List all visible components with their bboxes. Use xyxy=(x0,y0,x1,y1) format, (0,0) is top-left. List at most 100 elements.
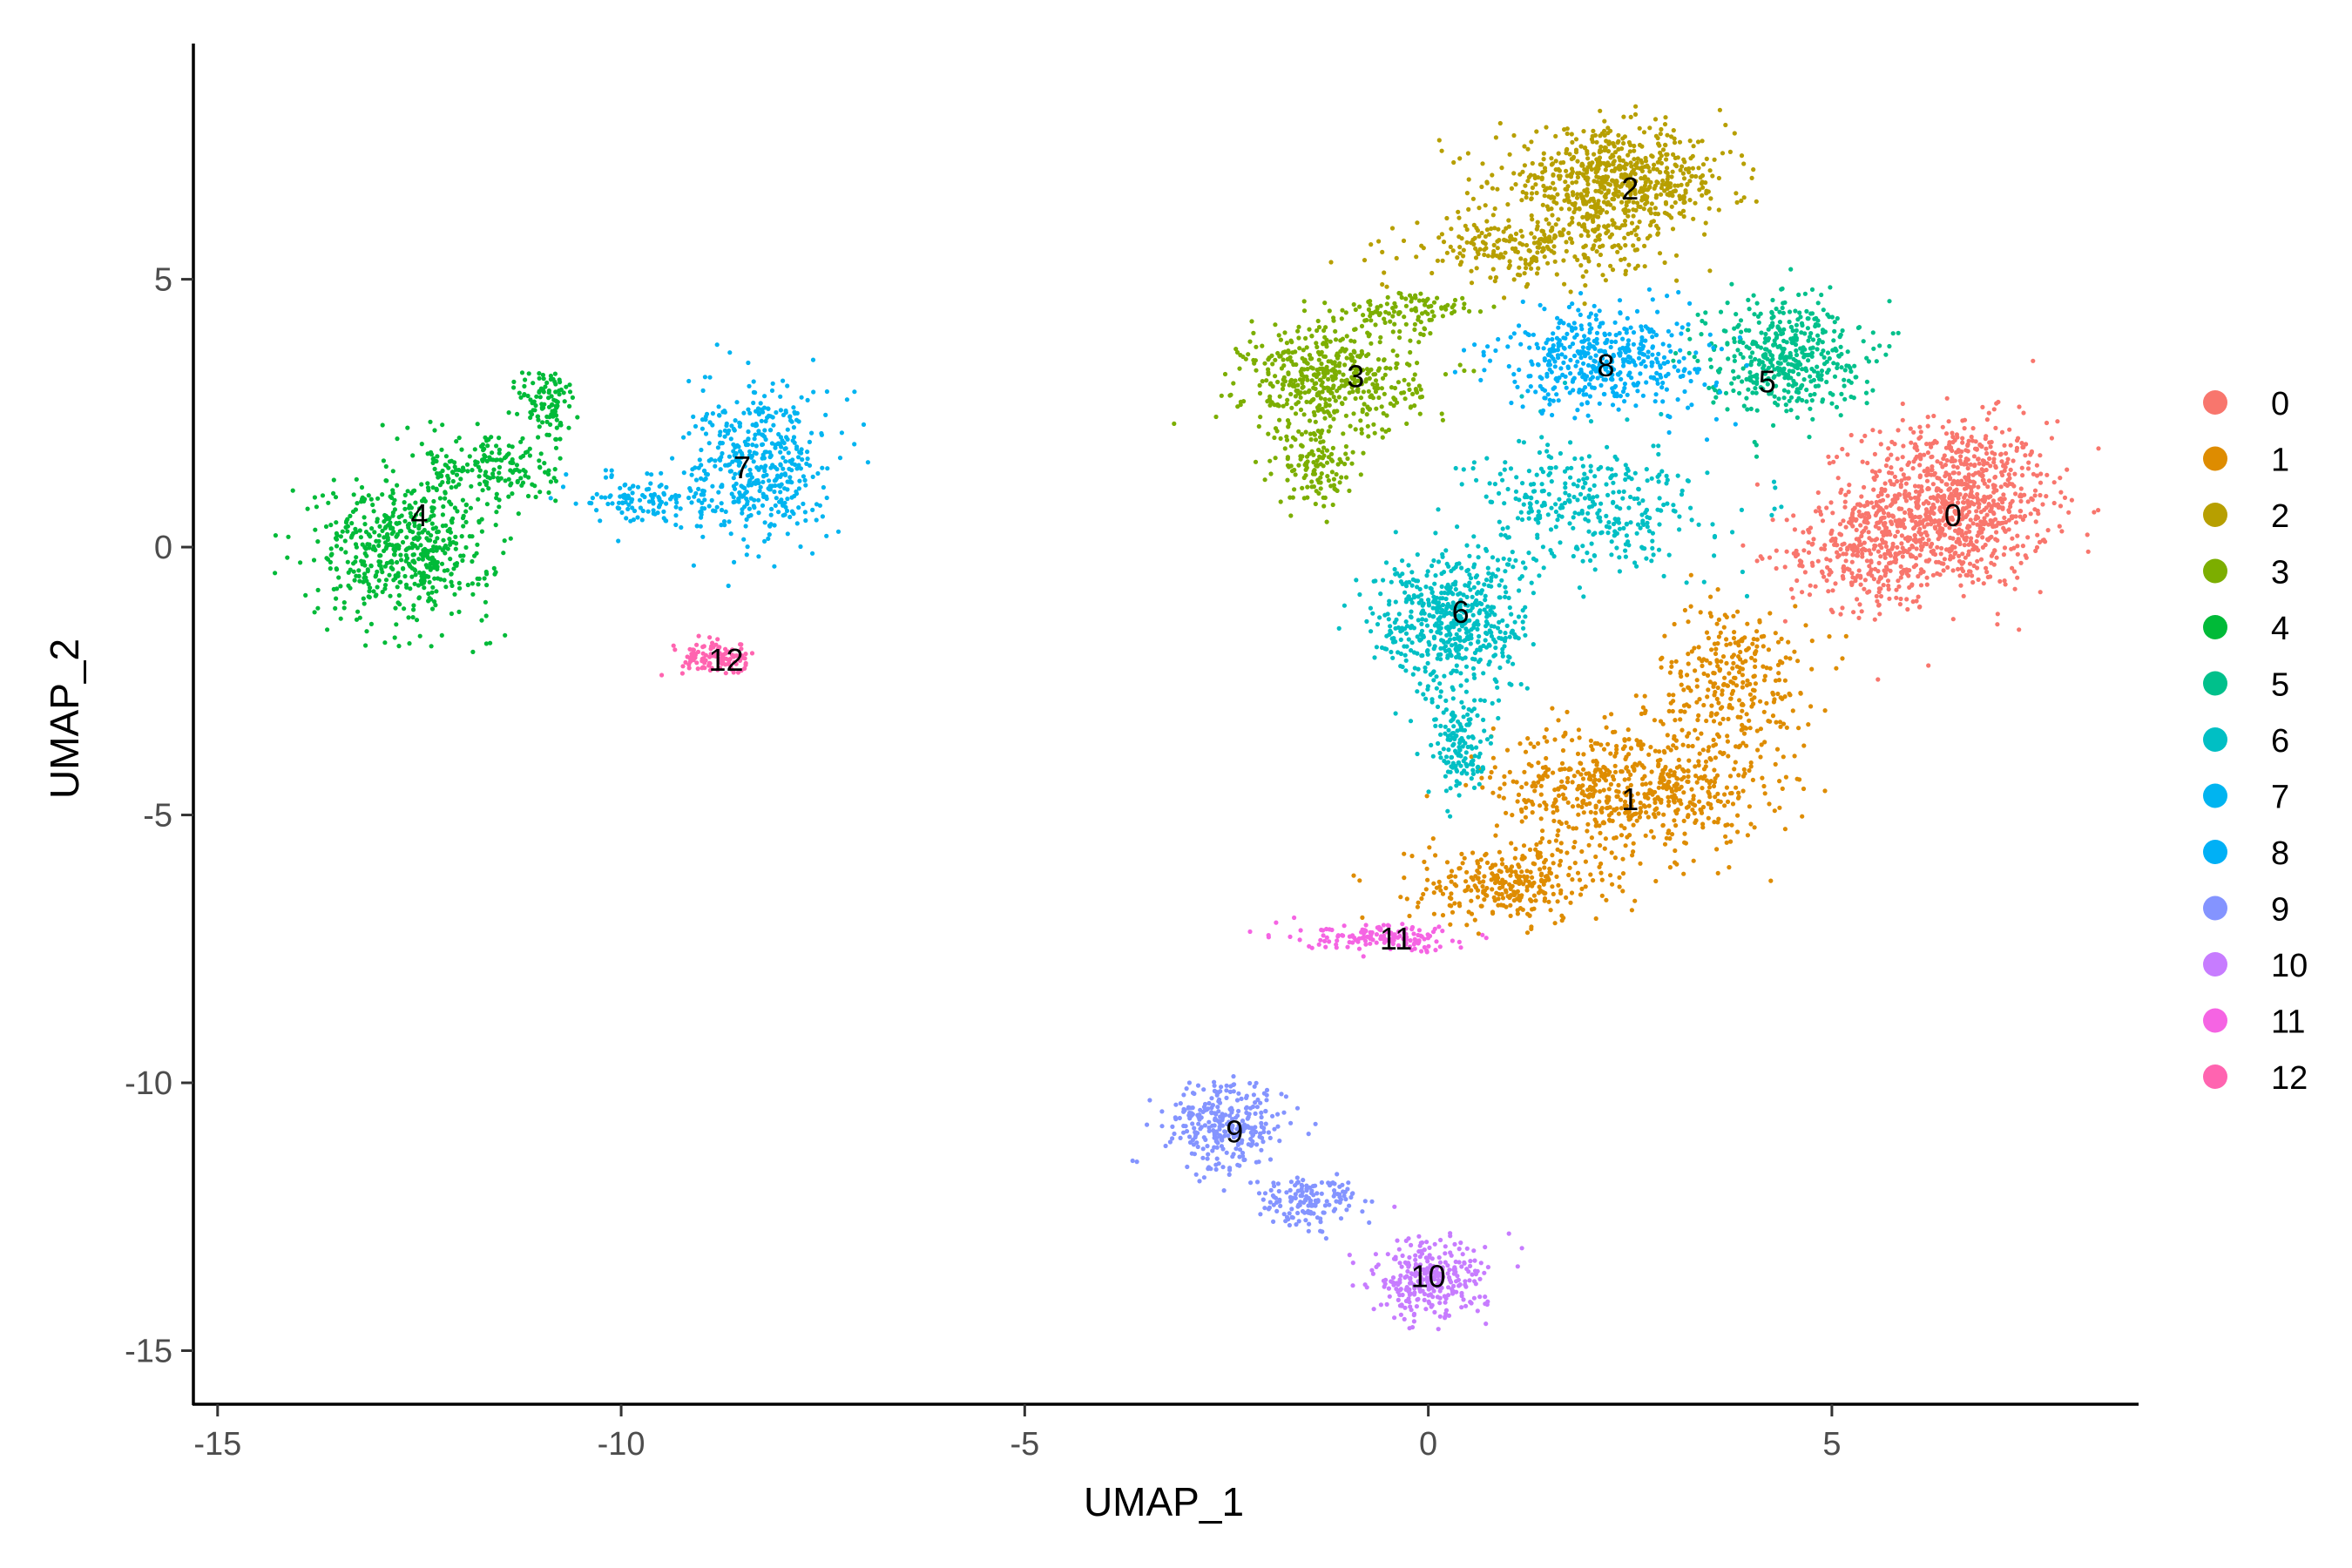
data-point xyxy=(1395,353,1400,358)
data-point xyxy=(1416,900,1421,905)
data-point xyxy=(439,447,444,452)
data-point xyxy=(1585,821,1591,827)
data-point xyxy=(1910,466,1916,471)
data-point xyxy=(2028,452,2033,457)
data-point xyxy=(1463,782,1469,787)
data-point xyxy=(387,572,392,578)
data-point xyxy=(1673,183,1678,188)
data-point xyxy=(468,505,474,510)
data-point xyxy=(1543,168,1548,173)
data-point xyxy=(1572,861,1578,866)
data-point xyxy=(1328,424,1333,429)
data-point xyxy=(333,536,339,541)
data-point xyxy=(367,595,372,600)
data-point xyxy=(1930,572,1936,578)
data-point xyxy=(1497,868,1502,874)
data-point xyxy=(1906,460,1912,465)
data-point xyxy=(1544,217,1549,222)
data-point xyxy=(1924,478,1930,483)
data-point xyxy=(1462,368,1467,374)
data-point xyxy=(1288,338,1294,343)
data-point xyxy=(1515,874,1520,879)
data-point xyxy=(1531,235,1538,240)
data-point xyxy=(537,465,543,470)
data-point xyxy=(2057,524,2062,529)
data-point xyxy=(1462,855,1467,861)
data-point xyxy=(1843,558,1848,564)
data-point xyxy=(1669,659,1674,665)
data-point xyxy=(1517,265,1522,270)
data-point xyxy=(1794,578,1800,584)
data-point xyxy=(1605,800,1610,805)
data-point xyxy=(1429,317,1434,322)
data-point xyxy=(1951,463,1957,470)
data-point xyxy=(475,576,480,581)
data-point xyxy=(443,454,449,459)
data-point xyxy=(1380,375,1386,381)
data-point xyxy=(1736,794,1741,800)
data-point xyxy=(1982,494,1987,499)
data-point xyxy=(368,534,373,539)
data-point xyxy=(328,546,334,551)
data-point xyxy=(1542,239,1547,244)
data-point xyxy=(1551,250,1557,255)
data-point xyxy=(1552,186,1558,192)
data-point xyxy=(1681,213,1686,220)
data-point xyxy=(2033,548,2038,554)
data-point xyxy=(1456,215,1462,220)
data-point xyxy=(1367,375,1372,381)
data-point xyxy=(1567,865,1572,870)
data-point xyxy=(497,436,502,441)
data-point xyxy=(1910,544,1916,550)
data-point xyxy=(1430,836,1436,841)
data-point xyxy=(1711,737,1716,743)
data-point xyxy=(1754,558,1760,564)
data-point xyxy=(1920,521,1925,526)
data-point xyxy=(1952,458,1957,463)
data-point xyxy=(1320,380,1325,385)
data-point xyxy=(1700,193,1705,198)
data-point xyxy=(1581,201,1586,206)
data-point xyxy=(1754,644,1760,649)
data-point xyxy=(1736,654,1741,659)
data-point xyxy=(501,551,506,556)
data-point xyxy=(1528,741,1533,747)
data-point xyxy=(1882,488,1888,493)
data-point xyxy=(1540,202,1545,207)
data-point xyxy=(1950,440,1956,445)
data-point xyxy=(542,461,547,466)
data-point xyxy=(1711,783,1717,789)
data-point xyxy=(1551,199,1557,205)
data-point xyxy=(1788,656,1793,661)
data-point xyxy=(1409,854,1415,859)
data-point xyxy=(1625,231,1631,237)
data-point xyxy=(490,475,496,480)
data-point xyxy=(1802,570,1808,575)
data-point xyxy=(1672,818,1677,823)
data-point xyxy=(1333,337,1339,342)
data-point xyxy=(1988,463,1993,469)
data-point xyxy=(1851,543,1856,548)
data-point xyxy=(1957,573,1963,578)
data-point xyxy=(1448,922,1453,927)
data-point xyxy=(1970,521,1976,526)
data-point xyxy=(543,384,548,389)
data-point xyxy=(1966,569,1972,574)
data-point xyxy=(2003,482,2008,487)
data-point xyxy=(1732,630,1737,635)
data-point xyxy=(1950,536,1956,541)
data-point xyxy=(1570,804,1576,809)
data-point xyxy=(1902,517,1907,523)
data-point xyxy=(1598,149,1604,154)
data-point xyxy=(1828,538,1834,544)
data-point xyxy=(1792,649,1797,654)
data-point xyxy=(375,496,381,501)
data-point xyxy=(1343,443,1348,449)
data-point xyxy=(1889,465,1894,470)
data-point xyxy=(1431,890,1436,896)
data-point xyxy=(354,617,360,622)
data-point xyxy=(1362,318,1368,323)
data-point xyxy=(1668,768,1673,774)
data-point xyxy=(1585,213,1590,219)
data-point xyxy=(1775,662,1781,668)
